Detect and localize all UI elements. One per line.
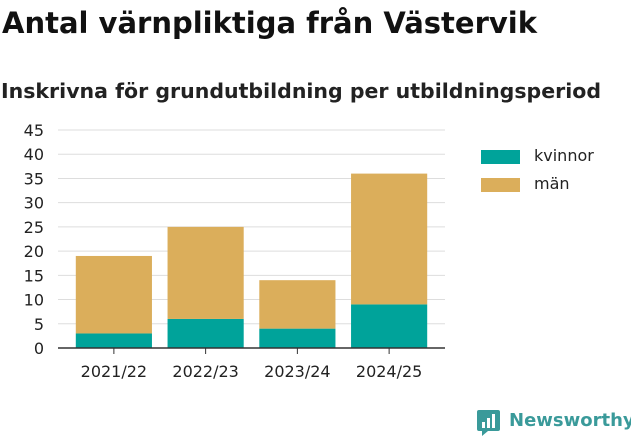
x-tick-label: 2022/23 [172,362,238,381]
newsworthy-logo-icon [477,410,500,436]
x-tick-label: 2024/25 [356,362,422,381]
x-tick-label: 2021/22 [81,362,147,381]
y-tick-label: 5 [34,315,44,334]
y-tick-label: 45 [24,121,44,140]
y-tick-label: 20 [24,242,44,261]
y-tick-label: 40 [24,145,44,164]
legend-swatch-kvinnor [481,150,520,164]
y-tick-label: 35 [24,169,44,188]
bar-män-2024-25 [351,173,428,305]
y-tick-label: 15 [24,266,44,285]
bar-män-2022-23 [167,226,244,319]
legend-label-man: män [534,174,570,193]
bar-kvinnor-2024-25 [351,304,428,348]
y-tick-label: 25 [24,218,44,237]
y-tick-label: 10 [24,291,44,310]
chart-title: Antal värnpliktiga från Västervik [2,6,538,40]
y-tick-label: 30 [24,194,44,213]
bar-män-2021-22 [75,255,152,334]
bar-kvinnor-2021-22 [75,333,152,348]
bar-kvinnor-2022-23 [167,318,244,348]
brand-name: Newsworthy [509,410,631,431]
legend-label-kvinnor: kvinnor [534,146,594,165]
chart-subtitle: Inskrivna för grundutbildning per utbild… [1,79,602,103]
y-tick-label: 0 [34,339,44,358]
stacked-bar-chart: 0 5 10 15 20 25 30 35 40 45 2021/22 2022/23 2023/24 2… [24,121,445,381]
bar-kvinnor-2023-24 [259,328,336,348]
x-tick-label: 2023/24 [264,362,330,381]
legend-swatch-man [481,178,520,192]
bar-män-2023-24 [259,280,336,329]
